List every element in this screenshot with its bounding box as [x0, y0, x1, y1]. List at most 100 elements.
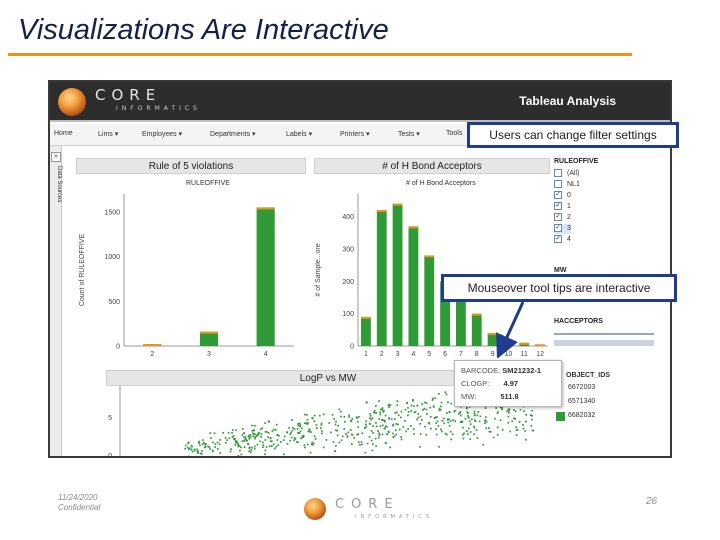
logp-point — [378, 434, 381, 437]
logp-point — [507, 408, 510, 411]
logp-point — [366, 442, 369, 445]
checkbox-checked-icon[interactable]: ✓ — [554, 213, 562, 221]
filter-option-2[interactable]: ✓ 2 — [554, 213, 571, 221]
logp-point — [256, 433, 259, 436]
logp-point — [209, 448, 211, 450]
filter-option-nl1[interactable]: NL1 — [554, 180, 580, 190]
logp-point — [336, 434, 339, 437]
logp-point — [459, 411, 462, 413]
logp-point — [387, 430, 390, 433]
checkbox-icon[interactable] — [554, 180, 562, 188]
logp-point — [413, 405, 415, 408]
logp-point — [251, 430, 254, 432]
hbond-bar-top — [424, 255, 435, 258]
logp-point — [525, 438, 527, 441]
logp-point — [203, 442, 205, 444]
logp-point — [240, 453, 243, 456]
logp-point — [379, 411, 381, 414]
logp-point — [388, 406, 390, 409]
checkbox-checked-icon[interactable]: ✓ — [554, 224, 562, 232]
logp-point — [330, 431, 332, 434]
menu-item-tests[interactable]: Tests ▾ — [398, 131, 420, 138]
logp-point — [190, 448, 193, 451]
menu-item-departments[interactable]: Departments ▾ — [210, 131, 256, 138]
checkbox-icon[interactable] — [554, 169, 562, 177]
menu-item-printers[interactable]: Printers ▾ — [340, 131, 370, 138]
filter-option-1[interactable]: ✓ 1 — [554, 202, 571, 210]
logp-point — [513, 409, 515, 411]
logp-point — [462, 426, 464, 429]
menu-item-labels[interactable]: Labels ▾ — [286, 131, 313, 138]
logp-point — [344, 421, 346, 423]
hbond-bar-top — [519, 342, 530, 345]
object-id-item: 6571340 — [568, 398, 596, 405]
logp-point — [365, 420, 367, 423]
logp-point — [492, 436, 495, 439]
logp-point — [501, 408, 503, 411]
logp-point — [202, 439, 204, 441]
logp-point — [264, 431, 267, 433]
rule5-x-tick-label: 2 — [150, 351, 154, 358]
logp-point — [355, 416, 358, 418]
hbond-x-tick-label: 12 — [536, 351, 544, 358]
logp-point — [524, 430, 527, 432]
menu-item-lims[interactable]: Lims ▾ — [98, 131, 119, 138]
logp-point — [351, 434, 354, 436]
logp-point — [225, 441, 227, 444]
logp-point — [200, 453, 203, 455]
logp-point — [364, 451, 367, 454]
filter-option-0[interactable]: ✓ 0 — [554, 191, 571, 199]
logp-point — [314, 438, 317, 440]
logp-point — [229, 450, 232, 453]
logp-point — [431, 397, 434, 400]
logp-point — [384, 427, 386, 430]
logp-point — [204, 443, 207, 445]
hacceptors-range-slider[interactable] — [554, 333, 654, 335]
logp-point — [484, 422, 486, 425]
menu-item-home[interactable]: Home — [54, 130, 73, 137]
checkbox-checked-icon[interactable]: ✓ — [554, 202, 562, 210]
logp-point — [190, 444, 193, 447]
filter-option-all[interactable]: (All) — [554, 169, 579, 179]
logp-point — [191, 450, 194, 453]
filter-option-3[interactable]: ✓ 3 — [554, 224, 571, 234]
logp-point — [473, 433, 475, 436]
logp-point — [396, 400, 399, 402]
logp-point — [209, 432, 212, 434]
app-header: CORE INFORMATICS Tableau Analysis — [50, 82, 670, 122]
hbond-bar-top — [376, 210, 387, 213]
filter-option-4[interactable]: ✓ 4 — [554, 235, 571, 243]
logp-point — [407, 406, 409, 409]
logp-point — [467, 415, 469, 417]
hbond-bar-top — [471, 313, 482, 316]
logp-point — [464, 418, 467, 420]
logp-point — [316, 427, 318, 429]
logp-point — [213, 432, 216, 435]
logp-point — [443, 417, 445, 420]
logp-point — [410, 425, 412, 427]
logp-point — [261, 427, 264, 430]
logp-point — [293, 428, 296, 430]
logp-point — [218, 443, 221, 446]
logp-point — [252, 429, 255, 431]
logp-point — [375, 445, 377, 447]
expand-panel-icon[interactable]: » — [51, 152, 61, 162]
logp-point — [384, 425, 387, 428]
logp-point — [345, 433, 347, 435]
logp-point — [199, 452, 202, 455]
logp-point — [198, 440, 200, 443]
logp-point — [445, 393, 448, 396]
logp-point — [299, 430, 302, 433]
logp-point — [389, 446, 391, 449]
hacceptors-range-bar[interactable] — [554, 340, 654, 346]
checkbox-checked-icon[interactable]: ✓ — [554, 235, 562, 243]
logp-point — [320, 427, 322, 429]
logp-point — [265, 446, 268, 448]
menu-item-tools[interactable]: Tools — [446, 130, 463, 137]
app-logo-word: CORE — [95, 86, 162, 104]
logp-point — [469, 423, 472, 425]
checkbox-checked-icon[interactable]: ✓ — [554, 191, 562, 199]
logp-point — [516, 428, 519, 431]
menu-item-employees[interactable]: Employees ▾ — [142, 131, 183, 138]
logp-point — [497, 411, 499, 413]
